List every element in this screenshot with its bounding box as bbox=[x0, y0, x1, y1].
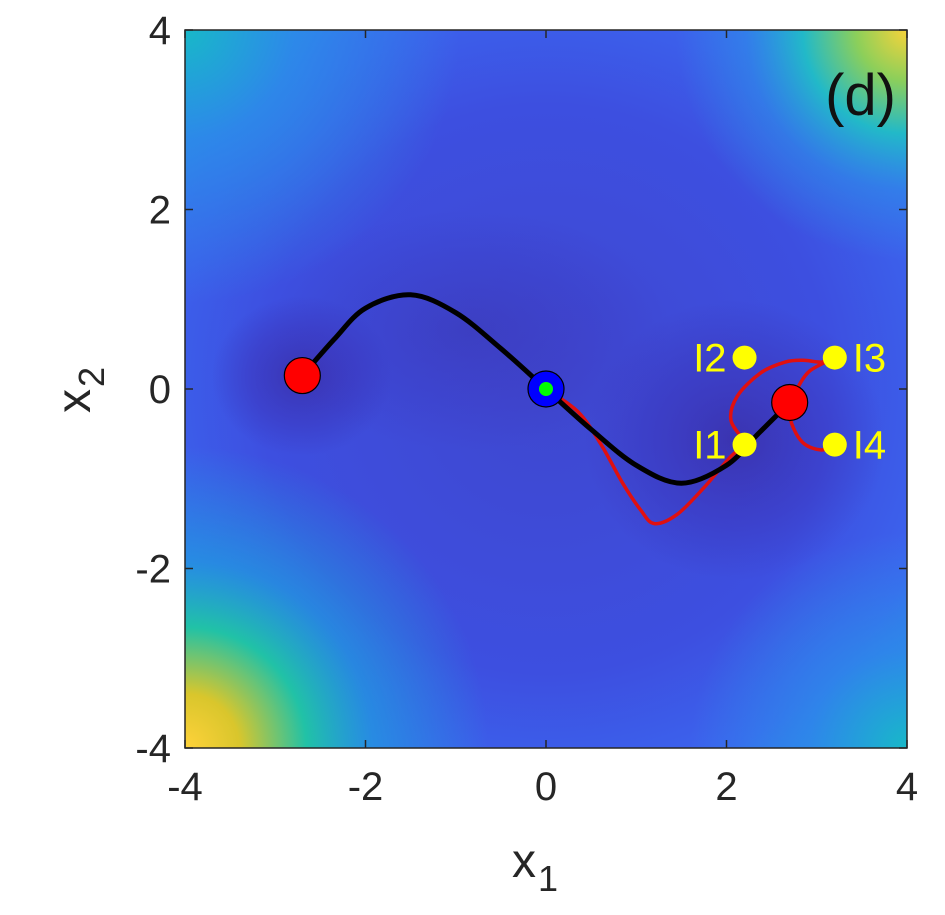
x-tick-label: -2 bbox=[348, 765, 384, 809]
x-tick-label: 4 bbox=[896, 765, 918, 809]
x-tick-label: 0 bbox=[535, 765, 557, 809]
y-tick-label: 2 bbox=[149, 189, 171, 233]
initial-point-label-i2: I2 bbox=[693, 337, 726, 381]
y-axis-label-main: x bbox=[48, 389, 101, 413]
y-tick-label: 0 bbox=[149, 368, 171, 412]
initial-point-i4 bbox=[822, 432, 847, 457]
saddle-marker-inner bbox=[539, 382, 553, 396]
y-axis-label: x2 bbox=[48, 367, 112, 413]
x-axis-label-main: x bbox=[512, 835, 536, 888]
svg-text:x1: x1 bbox=[512, 835, 558, 899]
plot-area bbox=[185, 30, 907, 748]
minimum-marker-2 bbox=[771, 383, 809, 422]
x-axis-label: x1 bbox=[512, 835, 558, 899]
initial-point-i2 bbox=[732, 345, 757, 370]
minimum-marker-1 bbox=[283, 356, 321, 395]
initial-point-i3 bbox=[822, 345, 847, 370]
initial-point-i1 bbox=[732, 432, 757, 457]
potential-channel bbox=[270, 210, 670, 450]
initial-point-label-i4: I4 bbox=[853, 424, 886, 468]
initial-point-label-i1: I1 bbox=[693, 424, 726, 468]
markers-layer bbox=[283, 345, 847, 457]
x-tick-label: 2 bbox=[715, 765, 737, 809]
initial-point-label-i3: I3 bbox=[853, 337, 886, 381]
x-axis-label-subscript: 1 bbox=[538, 858, 558, 899]
y-tick-label: -4 bbox=[135, 727, 171, 771]
axis-ticks: -4 -2 0 2 4 -4 -2 0 2 4 bbox=[135, 9, 918, 809]
y-tick-label: -2 bbox=[135, 548, 171, 592]
panel-label: (d) bbox=[825, 63, 896, 128]
initial-point-labels: I1 I2 I3 I4 bbox=[693, 337, 886, 468]
x-tick-label: -4 bbox=[167, 765, 203, 809]
y-axis-label-subscript: 2 bbox=[71, 367, 112, 387]
svg-text:x2: x2 bbox=[48, 367, 112, 413]
y-tick-label: 4 bbox=[149, 9, 171, 53]
